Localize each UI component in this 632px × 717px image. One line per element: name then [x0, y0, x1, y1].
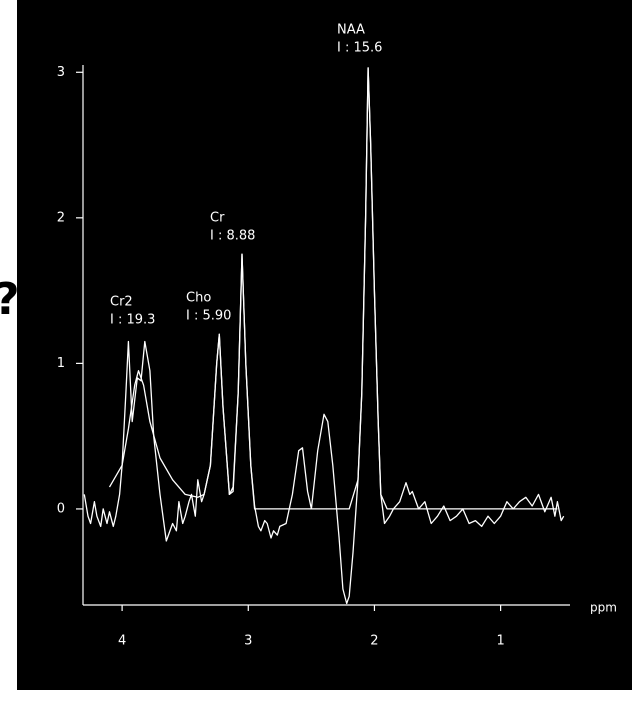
- y-tick-label: 3: [57, 65, 65, 80]
- peak-name: NAA: [337, 23, 365, 38]
- peak-integral: I : 19.3: [110, 313, 155, 328]
- peak-integral: I : 8.88: [210, 229, 255, 244]
- x-tick-label: 1: [496, 634, 504, 649]
- peak-name: Cho: [186, 291, 211, 306]
- x-tick-label: 2: [370, 634, 378, 649]
- x-tick-label: 3: [244, 634, 252, 649]
- plot-background: [17, 0, 632, 690]
- y-tick-label: 1: [57, 356, 65, 371]
- peak-name: Cr2: [110, 295, 133, 310]
- y-tick-label: 2: [57, 210, 65, 225]
- spectrum-line: [108, 67, 558, 510]
- peak-integral: I : 5.90: [186, 309, 231, 324]
- x-tick-label: 4: [118, 634, 126, 649]
- x-axis-label: ppm: [590, 601, 617, 615]
- cropped-glyph: ?: [0, 274, 20, 325]
- peak-integral: I : 15.6: [337, 41, 382, 56]
- y-tick-label: 0: [57, 501, 65, 516]
- peak-name: Cr: [210, 211, 225, 226]
